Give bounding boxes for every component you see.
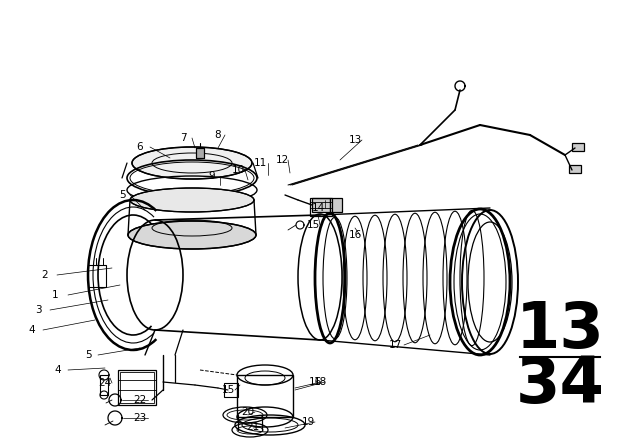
Text: 16: 16 [308, 377, 322, 387]
Text: 6: 6 [137, 142, 143, 152]
Bar [118, 370, 156, 405]
Text: 5: 5 [118, 190, 125, 200]
Text: 19: 19 [301, 417, 315, 427]
Text: 20: 20 [241, 407, 255, 417]
Bar [237, 375, 293, 417]
Text: 18: 18 [314, 377, 326, 387]
Bar [572, 143, 584, 151]
Bar [310, 198, 332, 216]
Text: 4: 4 [29, 325, 35, 335]
Text: 8: 8 [214, 130, 221, 140]
Text: 3: 3 [35, 305, 42, 315]
Bar [312, 198, 330, 212]
Text: 15: 15 [221, 385, 235, 395]
Ellipse shape [132, 147, 252, 179]
Text: 4: 4 [54, 365, 61, 375]
Text: 11: 11 [253, 158, 267, 168]
Ellipse shape [130, 188, 254, 212]
Bar [330, 198, 342, 212]
Text: 15: 15 [307, 220, 319, 230]
Bar [196, 148, 204, 158]
Text: 2: 2 [42, 270, 48, 280]
Bar [196, 148, 204, 158]
Text: 1: 1 [52, 290, 58, 300]
Text: 24: 24 [99, 378, 111, 388]
Bar [120, 372, 154, 403]
Text: 13: 13 [348, 135, 362, 145]
Text: 17: 17 [388, 340, 402, 350]
Text: 21: 21 [246, 422, 260, 432]
Text: 14: 14 [312, 203, 324, 213]
Bar [224, 383, 238, 397]
Bar [569, 165, 581, 173]
Text: 9: 9 [209, 171, 215, 181]
Text: 10: 10 [232, 165, 244, 175]
Bar [100, 375, 108, 395]
Ellipse shape [128, 221, 256, 249]
Text: 7: 7 [180, 133, 186, 143]
Text: 12: 12 [275, 155, 289, 165]
Text: 16: 16 [348, 230, 362, 240]
Text: 5: 5 [84, 350, 92, 360]
Text: 23: 23 [133, 413, 147, 423]
Text: 22: 22 [133, 395, 147, 405]
Text: 13: 13 [516, 299, 604, 361]
Bar [88, 265, 106, 287]
Text: 34: 34 [516, 354, 604, 416]
